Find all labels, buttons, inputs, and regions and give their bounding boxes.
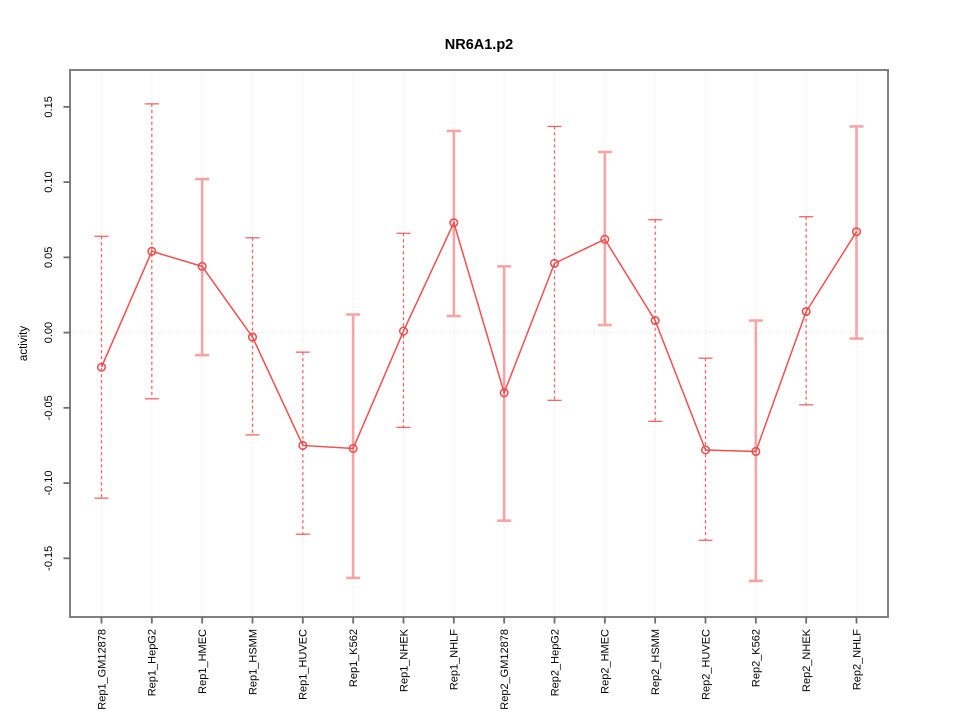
x-tick-label: Rep2_HSMM bbox=[650, 629, 662, 695]
series-layer bbox=[96, 218, 862, 457]
x-tick-label: Rep2_NHLF bbox=[851, 629, 863, 690]
data-point-marker bbox=[751, 446, 761, 457]
data-point-marker bbox=[398, 326, 409, 336]
y-tick-label: -0.05 bbox=[43, 395, 55, 420]
data-point-marker bbox=[851, 227, 862, 237]
x-tick-label: Rep2_HMEC bbox=[600, 629, 612, 694]
y-tick-label: 0.05 bbox=[43, 247, 55, 268]
x-tick-label: Rep1_GM12878 bbox=[96, 629, 108, 710]
data-point-marker bbox=[147, 246, 157, 256]
data-point-marker bbox=[600, 234, 610, 244]
x-tick-label: Rep2_HUVEC bbox=[700, 629, 712, 700]
y-tick-label: -0.15 bbox=[43, 546, 55, 571]
x-tick-label: Rep1_K562 bbox=[348, 629, 360, 687]
plot-frame-layer bbox=[69, 69, 889, 618]
x-tick-label: Rep2_GM12878 bbox=[499, 629, 511, 710]
x-tick-label: Rep2_K562 bbox=[751, 629, 763, 687]
error-bars-layer bbox=[94, 103, 864, 583]
chart-title: NR6A1.p2 bbox=[445, 37, 514, 53]
data-point-marker bbox=[298, 440, 308, 451]
data-point-marker bbox=[96, 362, 107, 372]
data-point-marker bbox=[449, 218, 459, 228]
data-point-marker bbox=[197, 261, 207, 271]
x-tick-label: Rep2_NHEK bbox=[801, 628, 813, 692]
x-tick-label: Rep1_HSMM bbox=[247, 629, 259, 695]
plot-frame bbox=[69, 69, 889, 618]
x-tick-label: Rep1_HMEC bbox=[197, 629, 209, 694]
y-tick-label: 0.10 bbox=[43, 171, 55, 192]
data-point-marker bbox=[348, 443, 358, 454]
y-tick-label: 0.15 bbox=[43, 96, 55, 117]
y-tick-label: 0.00 bbox=[43, 322, 55, 343]
data-point-marker bbox=[247, 332, 258, 342]
y-tick-label: -0.10 bbox=[43, 471, 55, 496]
x-tick-label: Rep1_HepG2 bbox=[147, 629, 159, 696]
data-point-marker bbox=[650, 316, 660, 326]
x-tick-label: Rep1_NHLF bbox=[449, 629, 461, 690]
activity-series-line bbox=[100, 220, 858, 453]
x-tick-label: Rep2_HepG2 bbox=[549, 629, 561, 696]
data-point-marker bbox=[700, 445, 711, 455]
gridlines-layer bbox=[70, 70, 888, 617]
data-point-marker bbox=[801, 306, 811, 317]
y-axis-title: activity bbox=[18, 326, 30, 361]
data-point-marker bbox=[499, 388, 509, 398]
axes-layer: -0.15 -0.10 -0.05 0.00 0.05 0.10 0.15 Rep1_GM12… bbox=[43, 96, 863, 710]
x-tick-label: Rep1_NHEK bbox=[398, 628, 410, 692]
x-tick-label: Rep1_HUVEC bbox=[298, 629, 310, 700]
data-point-marker bbox=[549, 258, 560, 268]
